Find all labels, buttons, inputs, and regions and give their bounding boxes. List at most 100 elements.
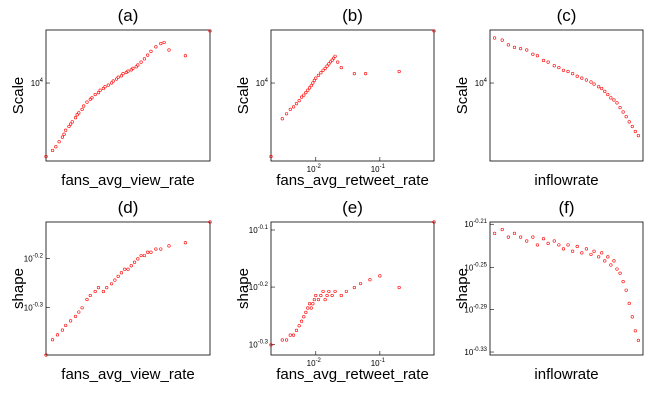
data-point [119, 271, 124, 275]
data-point [561, 247, 566, 251]
data-point [304, 310, 308, 314]
data-point [575, 74, 579, 78]
data-point [321, 68, 325, 72]
data-point [566, 243, 570, 247]
data-point [636, 134, 641, 138]
chart-panel: (f) 10-0.21 10-0.25 10-0.29 10-0.33 inflowrat… [454, 198, 644, 383]
data-point [269, 343, 273, 347]
chart-title: (d) [118, 198, 139, 217]
data-point [584, 247, 588, 251]
data-point [609, 263, 613, 267]
data-point [288, 333, 292, 337]
y-tick-label: 10-0.2 [24, 254, 44, 264]
data-point [162, 40, 166, 45]
data-point [633, 329, 637, 333]
plot-frame [270, 221, 435, 356]
y-axis-label: shape [235, 268, 252, 309]
chart-panel: (d) 10-0.2 10-0.3 fans_avg_view_rate shape [10, 198, 212, 383]
y-tick-label: 104 [256, 78, 269, 88]
data-point [323, 297, 327, 302]
data-point [93, 92, 97, 97]
data-point [624, 115, 628, 119]
data-point [630, 315, 634, 319]
data-point [302, 315, 306, 319]
data-point [592, 82, 596, 86]
chart-panel: (a) 104 fans_avg_view_rate Scale [10, 6, 212, 189]
data-point [531, 52, 535, 56]
data-point [280, 117, 284, 121]
data-point [103, 85, 107, 89]
data-point [316, 73, 321, 77]
data-point [80, 107, 84, 111]
data-point [208, 220, 212, 224]
data-point [149, 49, 153, 53]
data-point [541, 58, 546, 63]
data-point [571, 249, 575, 253]
y-tick-label: 10-0.29 [464, 305, 487, 315]
data-point [512, 231, 517, 235]
data-point [114, 77, 119, 81]
data-point [109, 282, 114, 286]
data-point [306, 306, 310, 310]
data-point [132, 260, 137, 264]
data-point [77, 111, 81, 115]
data-point [621, 280, 625, 284]
chart-title: (f) [558, 198, 574, 217]
data-point [584, 78, 588, 82]
data-point [330, 58, 334, 62]
data-point [630, 124, 634, 129]
data-point [159, 247, 163, 251]
data-point [512, 45, 517, 49]
data-point [60, 328, 65, 332]
data-point [294, 102, 299, 106]
data-point [344, 289, 348, 294]
data-point [55, 333, 60, 337]
data-point [500, 227, 504, 232]
data-point [93, 289, 97, 294]
data-point [557, 65, 561, 70]
data-point [531, 235, 535, 239]
data-point [597, 255, 601, 259]
data-point [142, 253, 146, 258]
y-axis-label: Scale [235, 77, 252, 115]
data-point [96, 286, 101, 290]
data-point [525, 239, 529, 243]
data-point [506, 235, 510, 239]
x-axis-label: fans_avg_view_rate [61, 366, 194, 383]
data-point [75, 113, 79, 117]
data-point [167, 244, 171, 248]
data-point [67, 124, 71, 129]
data-point [307, 86, 312, 90]
data-point [294, 328, 299, 332]
data-point [68, 122, 73, 126]
plot-frame [45, 221, 211, 356]
data-point [397, 69, 401, 74]
y-tick-label: 10-0.1 [249, 225, 269, 235]
data-point [302, 93, 306, 97]
data-point [106, 83, 110, 87]
data-point [328, 60, 333, 64]
data-point [506, 43, 510, 47]
data-point [70, 120, 74, 124]
x-tick-label: 10-2 [307, 358, 322, 368]
y-tick-label: 104 [475, 78, 488, 88]
y-axis-label: Scale [10, 77, 27, 115]
data-point [633, 129, 637, 134]
data-point [600, 86, 604, 91]
data-point [612, 259, 616, 263]
chart-panel: (c) 104 inflowrate Scale [454, 6, 644, 189]
data-point [64, 323, 68, 328]
data-point [333, 54, 337, 58]
data-point [136, 257, 140, 261]
data-point [518, 235, 523, 239]
data-point [518, 47, 523, 51]
data-point [119, 74, 124, 78]
data-point [139, 60, 143, 64]
data-point [208, 29, 212, 33]
data-point [306, 88, 310, 92]
y-axis-label: shape [10, 268, 27, 309]
data-point [183, 241, 187, 245]
x-axis-label: fans_avg_retweet_rate [276, 366, 429, 383]
data-point [154, 45, 158, 49]
